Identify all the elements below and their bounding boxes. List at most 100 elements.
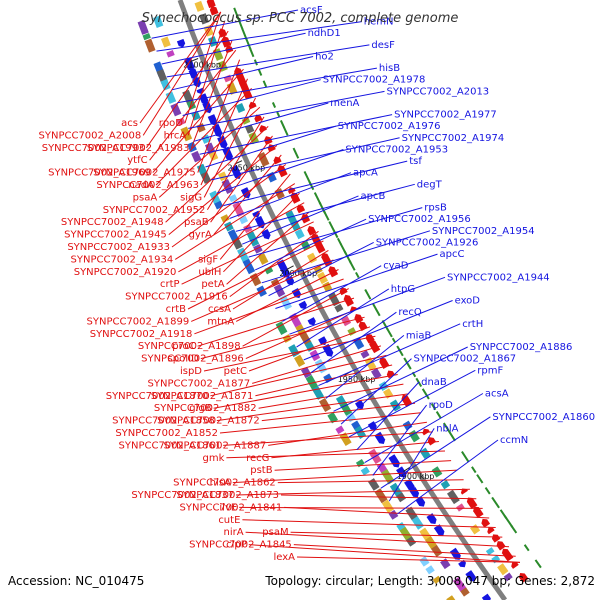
- gene-label-left: petA: [201, 279, 224, 290]
- feature-block: [419, 556, 430, 567]
- label-leader-left: [229, 230, 319, 298]
- gene-feature: [230, 165, 242, 180]
- label-leader-left: [268, 421, 427, 446]
- label-leader-right: [205, 125, 336, 168]
- gene-label-right: miaB: [406, 330, 432, 341]
- feature-block: [430, 403, 437, 411]
- feature-block: [323, 210, 330, 221]
- feature-block: [447, 429, 456, 442]
- label-leader-left: [232, 469, 458, 484]
- right-gene-labels: acsF hemN ndhD1 desF ho2 hisBSYNPCC7002_A1978…: [151, 5, 595, 515]
- feature-block: [264, 266, 274, 275]
- label-leader-right: [364, 393, 484, 464]
- label-leader-left: [219, 173, 291, 260]
- gene-label-left: SYNPCC7002_A1934: [71, 254, 174, 265]
- gene-label-right: cyaD: [383, 261, 409, 272]
- label-leader-right: [151, 9, 299, 39]
- label-leader-right: [289, 276, 446, 335]
- label-leader-right: [248, 207, 423, 258]
- kbp-tick-label: 2050 kbp: [228, 163, 266, 172]
- gene-label-right: nblA: [436, 423, 458, 434]
- gene-label-right: exoD: [455, 296, 481, 307]
- feature-block: [166, 50, 175, 58]
- label-leader-left: [187, 240, 324, 310]
- gene-label-right: SYNPCC7002_A1867: [414, 354, 517, 365]
- feature-block: [303, 171, 312, 184]
- gene-feature: [254, 215, 266, 229]
- gene-label-left: pstB: [250, 465, 272, 476]
- feature-block: [218, 171, 228, 182]
- gene-label-left: ubiH: [198, 267, 221, 278]
- feature-block: [470, 524, 481, 535]
- gene-label-right: SYNPCC7002_A1974: [402, 133, 505, 144]
- feature-block: [341, 315, 352, 327]
- feature-block: [335, 425, 345, 435]
- feature-block: [170, 103, 182, 117]
- gene-feature: [369, 340, 381, 354]
- feature-block: [199, 13, 210, 25]
- gene-label-left: spoIID: [168, 354, 200, 365]
- gene-feature: [222, 146, 234, 161]
- gene-label-left: gyrA: [189, 230, 212, 241]
- feature-block: [200, 171, 212, 184]
- gene-feature: [176, 38, 186, 48]
- label-leader-right: [348, 369, 476, 438]
- feature-block: [299, 331, 312, 346]
- feature-block: [503, 572, 513, 582]
- feature-block: [294, 354, 306, 368]
- feature-block: [340, 402, 353, 416]
- label-leader-left: [142, 11, 222, 136]
- feature-block: [510, 524, 518, 534]
- feature-block: [182, 89, 194, 106]
- gene-label-left: hisA: [210, 478, 231, 489]
- gene-label-left: petC: [224, 366, 247, 377]
- feature-block: [485, 547, 495, 556]
- feature-block: [446, 489, 460, 505]
- gene-label-left: gmk: [203, 453, 225, 464]
- label-leader-right: [282, 265, 382, 322]
- gene-feature: [207, 114, 218, 126]
- label-leader-left: [235, 269, 339, 322]
- feature-block: [440, 480, 451, 490]
- feature-block: [364, 289, 372, 300]
- label-leader-left: [191, 259, 334, 322]
- gene-feature: [355, 399, 365, 410]
- feature-block: [403, 357, 412, 370]
- kbp-tick: [190, 58, 199, 62]
- gene-label-left: SYNPCC7002_A1918: [90, 329, 193, 340]
- label-leader-left: [252, 345, 382, 384]
- feature-block: [347, 327, 357, 336]
- label-leader-left: [216, 393, 410, 422]
- label-leader-right: [397, 439, 499, 515]
- gene-label-left: SYNPCC7002_A1983: [87, 143, 190, 154]
- gene-feature: [460, 488, 468, 495]
- gene-label-left: SYNPCC7002_A1993: [42, 143, 145, 154]
- feature-block: [186, 100, 197, 111]
- feature-block: [232, 202, 245, 217]
- feature-block: [160, 79, 171, 91]
- label-leader-right: [356, 381, 420, 451]
- gene-feature: [343, 294, 354, 307]
- feature-block: [534, 559, 542, 569]
- gene-label-right: SYNPCC7002_A1953: [345, 145, 448, 156]
- feature-block: [289, 312, 302, 328]
- label-leader-right: [268, 241, 374, 297]
- gene-feature: [465, 570, 476, 582]
- gene-label-right: SYNPCC7002_A1926: [376, 237, 479, 248]
- gene-label-left: nadA: [128, 180, 154, 191]
- feature-block: [396, 345, 404, 357]
- feature-block: [242, 258, 256, 275]
- feature-block: [241, 117, 251, 125]
- gene-feature: [519, 573, 529, 583]
- gene-feature: [307, 226, 317, 236]
- gene-feature: [321, 252, 333, 267]
- genome-backbone: [177, 0, 508, 600]
- gene-label-right: SYNPCC7002_A1886: [470, 342, 573, 353]
- gene-label-left: psaB: [184, 217, 209, 228]
- feature-block: [313, 192, 322, 205]
- gene-label-right: crtH: [462, 319, 483, 330]
- label-leader-left: [248, 326, 371, 372]
- gene-label-right: htpG: [391, 284, 415, 295]
